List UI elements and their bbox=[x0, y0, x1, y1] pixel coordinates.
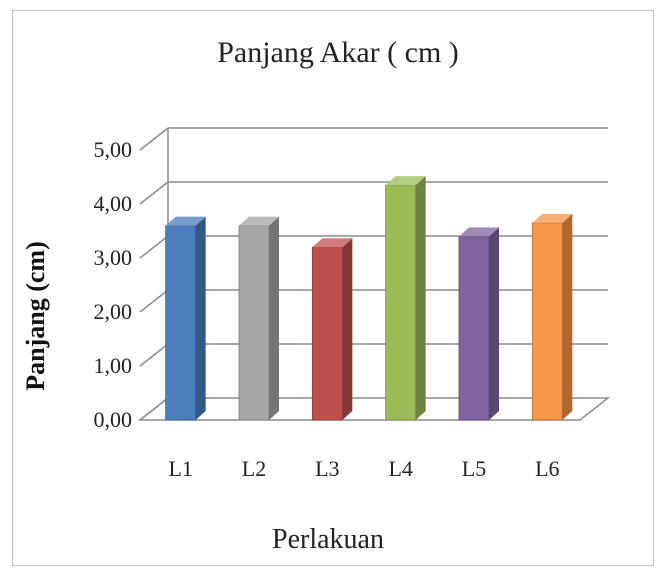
x-axis-label: Perlakuan bbox=[272, 524, 384, 555]
bar-front bbox=[458, 235, 490, 421]
bar-side bbox=[195, 216, 206, 420]
gridline-diagonal bbox=[139, 181, 169, 205]
bar-top bbox=[532, 213, 573, 223]
bar-front bbox=[238, 225, 270, 421]
y-axis-ticks: 0,00 1,00 2,00 3,00 4,00 5,00 bbox=[94, 137, 133, 432]
y-tick-label: 4,00 bbox=[94, 191, 133, 216]
bar-side bbox=[415, 176, 426, 420]
y-tick-label: 0,00 bbox=[94, 407, 133, 432]
bar-front bbox=[385, 184, 417, 421]
y-tick-label: 3,00 bbox=[94, 245, 133, 270]
bar-L5 bbox=[458, 227, 499, 421]
bar-top bbox=[385, 176, 426, 186]
x-tick-label: L6 bbox=[535, 456, 559, 481]
bar-top bbox=[459, 227, 499, 237]
y-tick-label: 1,00 bbox=[94, 353, 133, 378]
bar-top bbox=[239, 216, 279, 226]
x-tick-label: L3 bbox=[315, 456, 339, 481]
y-tick-label: 2,00 bbox=[94, 299, 133, 324]
x-axis-ticks: L1 L2 L3 L4 L5 L6 bbox=[168, 456, 559, 481]
x-tick-label: L4 bbox=[388, 456, 412, 481]
x-tick-label: L1 bbox=[168, 456, 192, 481]
bars bbox=[165, 176, 573, 421]
bar-L4 bbox=[385, 176, 426, 421]
bar-front bbox=[165, 225, 197, 421]
bar-L1 bbox=[165, 216, 206, 421]
y-tick-label: 5,00 bbox=[94, 137, 133, 162]
bar-side bbox=[489, 227, 499, 420]
gridline-diagonal bbox=[139, 127, 169, 151]
gridline-diagonal bbox=[139, 289, 169, 313]
gridline-diagonal bbox=[139, 235, 169, 259]
gridline-diagonal bbox=[139, 343, 169, 367]
bar-top bbox=[312, 238, 353, 248]
floor bbox=[137, 397, 611, 421]
bar-side bbox=[342, 238, 353, 420]
bar-front bbox=[531, 222, 563, 421]
x-tick-label: L5 bbox=[462, 456, 486, 481]
bar-front bbox=[311, 246, 343, 421]
y-axis-label: Panjang (cm) bbox=[21, 241, 50, 390]
bar-L2 bbox=[238, 216, 279, 421]
x-tick-label: L2 bbox=[242, 456, 266, 481]
bar-side bbox=[562, 213, 573, 420]
chart-title: Panjang Akar ( cm ) bbox=[217, 36, 459, 69]
bar-L6 bbox=[531, 213, 573, 421]
bar-top bbox=[165, 216, 206, 226]
bar-L3 bbox=[311, 238, 353, 421]
bar-side bbox=[269, 216, 279, 420]
